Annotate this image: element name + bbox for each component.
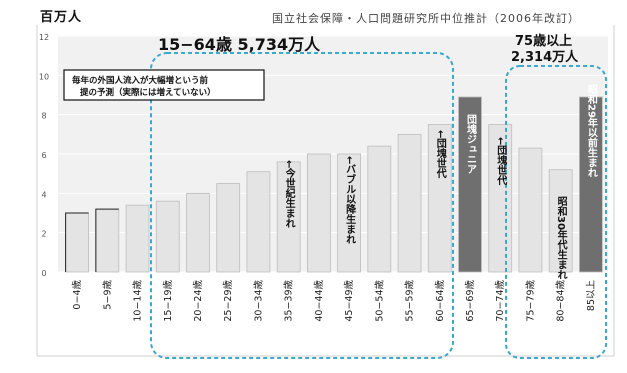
bar-17	[548, 169, 573, 273]
bar-note: ←今世紀生まれ	[283, 160, 296, 228]
bar-note: 団塊ジュニア	[465, 114, 477, 174]
x-tick-label: 30−34歳	[252, 280, 264, 322]
x-axis-labels: 0−4歳 5−9歳 10−14歳 15−19歳 20−24歳 25−29歳 30−34歳 35…	[71, 280, 597, 322]
working-age-region	[150, 52, 454, 359]
bar-4	[155, 200, 180, 273]
x-tick-label: 15−19歳	[162, 280, 174, 322]
x-tick-label: 35−39歳	[283, 280, 295, 322]
bar-note: ←団塊世代	[495, 137, 508, 186]
bar-notes: ←今世紀生まれ ←バブル以降生まれ ←団塊世代 団塊ジュニア ←団塊世代昭和30年代生ま…	[283, 84, 598, 280]
y-axis-ticks: 0 2 4 6 8 10 12	[39, 33, 49, 278]
bar-1	[65, 212, 89, 273]
bar-12	[397, 133, 422, 273]
x-tick-label: 75−79歳	[524, 280, 536, 322]
x-tick-label: 5−9歳	[101, 280, 113, 310]
bar-14	[458, 96, 482, 273]
x-tick-label: 65−69歳	[464, 280, 476, 322]
bar-3	[125, 204, 150, 273]
y-axis-unit: 百万人	[40, 10, 83, 25]
foreign-note-line1: 毎年の外国人流入が大幅増という前	[72, 75, 209, 86]
bar-16	[518, 147, 543, 273]
bar-18	[579, 96, 603, 273]
foreign-note-line2: 提の予測（実際には増えていない）	[80, 87, 216, 98]
foreign-note-box	[63, 69, 265, 101]
bar-6	[216, 183, 241, 273]
bar-8	[276, 161, 301, 273]
x-tick-label: 80−84歳	[555, 280, 567, 322]
bar-5	[186, 192, 210, 273]
bar-11	[367, 145, 392, 273]
y-tick-label: 2	[41, 230, 46, 239]
y-tick-label: 4	[41, 190, 46, 199]
bar-note: 昭和29年以前生まれ	[585, 84, 598, 178]
bar-13	[427, 124, 452, 273]
x-tick-label: 0−4歳	[71, 280, 83, 310]
gridlines	[58, 35, 608, 273]
bar-note: ←団塊世代	[434, 130, 447, 179]
bar-note: ←バブル以降生まれ	[344, 156, 356, 244]
x-tick-label: 45−49歳	[343, 280, 355, 322]
x-tick-label: 40−44歳	[313, 280, 325, 322]
y-tick-label: 6	[41, 151, 46, 160]
elderly-region	[505, 65, 607, 359]
elderly-callout-line2: 2,314万人	[511, 49, 579, 65]
y-tick-label: 10	[39, 72, 49, 81]
bar-9	[307, 153, 331, 273]
x-tick-label: 70−74歳	[494, 280, 506, 322]
x-tick-label: 25−29歳	[222, 280, 234, 322]
working-age-callout: 15−64歳 5,734万人	[158, 35, 321, 54]
bar-note: 昭和30年代生まれ	[555, 196, 568, 280]
elderly-callout-line1: 75歳以上	[515, 33, 572, 49]
bars	[65, 96, 603, 273]
y-tick-label: 12	[39, 33, 49, 42]
x-tick-label: 10−14歳	[132, 280, 144, 322]
bar-outline	[95, 208, 119, 272]
x-tick-label: 50−54歳	[373, 280, 385, 322]
bar-10	[337, 153, 361, 273]
x-tick-label: 60−64歳	[434, 280, 446, 322]
x-tick-label: 55−59歳	[404, 280, 416, 322]
x-tick-label: 85以上	[586, 280, 597, 312]
bar-7	[246, 171, 271, 273]
source-note: 国立社会保障・人口問題研究所中位推計（2006年改訂）	[272, 12, 580, 25]
y-tick-label: 8	[41, 112, 46, 121]
y-tick-label: 0	[41, 269, 46, 278]
bar-2	[95, 208, 120, 273]
bar-outline	[65, 212, 89, 272]
x-tick-label: 20−24歳	[192, 280, 204, 322]
